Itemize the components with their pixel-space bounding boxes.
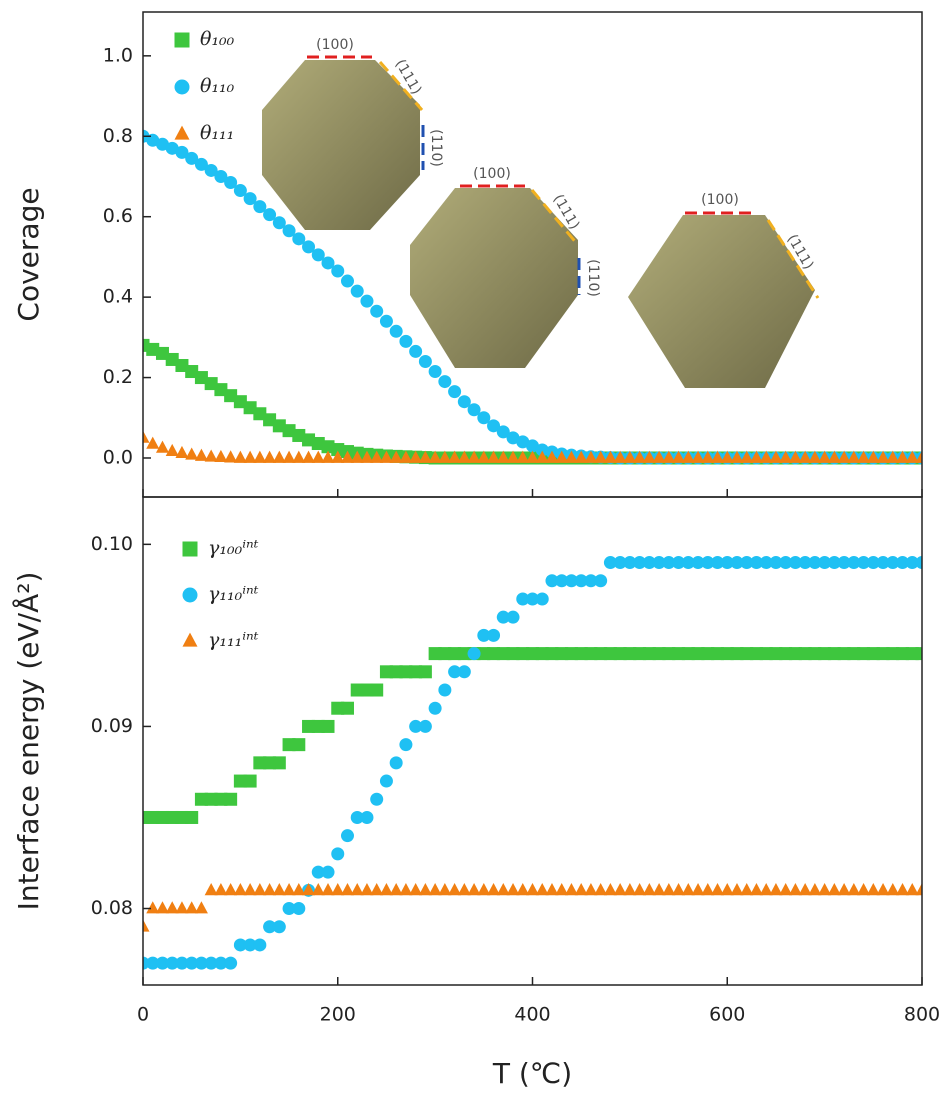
nanoparticle-insets: (100) (111) (110) (100) (111) (110) (100… [262,37,818,388]
legend-marker [175,126,190,140]
marker-square [322,720,335,733]
x-tick-label: 600 [709,1004,745,1026]
legend-marker [183,588,198,603]
marker-triangle [166,444,179,456]
marker-circle [331,847,344,860]
facet-label: (100) [316,37,354,53]
marker-circle [399,738,412,751]
particle [410,188,578,368]
marker-circle [351,285,364,298]
legend-marker [183,633,198,647]
y-tick-label: 0.10 [91,533,133,555]
marker-circle [370,305,383,318]
marker-circle [331,264,344,277]
marker-square [292,738,305,751]
y-tick-label: 0.08 [91,897,133,919]
marker-circle [273,920,286,933]
marker-circle [390,756,403,769]
marker-circle [536,592,549,605]
marker-square [370,684,383,697]
marker-circle [341,829,354,842]
legend-marker [175,80,190,95]
y-tick-label: 0.6 [103,205,133,227]
marker-square [224,793,237,806]
legend-label: γ₁₁₁ⁱⁿᵗ [208,629,259,651]
marker-circle [487,629,500,642]
facet-label: (110) [428,129,444,167]
x-tick-label: 400 [514,1004,550,1026]
y-axis-label: Interface energy (eV/Å²) [11,572,45,911]
plot-frame [143,497,922,985]
y-tick-label: 0.4 [103,286,133,308]
marker-triangle [175,446,188,458]
marker-square [185,811,198,824]
figure: (100) (111) (110) (100) (111) (110) (100… [0,0,949,1097]
marker-circle [360,295,373,308]
marker-circle [370,793,383,806]
marker-circle [458,665,471,678]
marker-circle [292,902,305,915]
legend-label: γ₁₁₀ⁱⁿᵗ [208,583,259,605]
legend-label: θ₁₀₀ [200,28,235,50]
legend-marker [183,542,198,557]
marker-circle [429,365,442,378]
y-tick-label: 0.09 [91,715,133,737]
facet-label: (100) [473,166,511,182]
marker-circle [448,385,461,398]
x-axis-label: T (℃) [492,1057,572,1090]
marker-circle [360,811,373,824]
marker-circle [438,375,451,388]
x-tick-label: 0 [137,1004,149,1026]
marker-circle [380,315,393,328]
facet-label: (100) [701,192,739,208]
y-tick-label: 1.0 [103,44,133,66]
y-axis-label: Coverage [12,187,45,321]
y-tick-label: 0.0 [103,446,133,468]
marker-circle [594,574,607,587]
marker-triangle [195,449,208,461]
marker-circle [399,335,412,348]
marker-circle [390,325,403,338]
marker-circle [380,775,393,788]
marker-circle [468,647,481,660]
marker-circle [507,611,520,624]
marker-circle [253,938,266,951]
marker-circle [438,684,451,697]
marker-circle [224,957,237,970]
marker-circle [341,275,354,288]
marker-circle [409,345,422,358]
marker-square [273,756,286,769]
marker-circle [429,702,442,715]
legend-label: γ₁₀₀ⁱⁿᵗ [208,537,259,559]
legend-label: θ₁₁₀ [200,75,235,97]
legend-label: θ₁₁₁ [200,122,234,144]
marker-triangle [185,447,198,459]
marker-square [341,702,354,715]
facet-label: (110) [585,259,601,297]
x-tick-label: 200 [320,1004,356,1026]
marker-circle [419,355,432,368]
marker-square [244,775,257,788]
y-tick-label: 0.2 [103,366,133,388]
marker-circle [322,866,335,879]
particle [262,60,420,230]
legend-marker [175,33,190,48]
plot-area [137,556,929,970]
marker-circle [419,720,432,733]
y-tick-label: 0.8 [103,125,133,147]
marker-triangle [195,901,208,913]
x-tick-label: 800 [904,1004,940,1026]
marker-square [419,665,432,678]
